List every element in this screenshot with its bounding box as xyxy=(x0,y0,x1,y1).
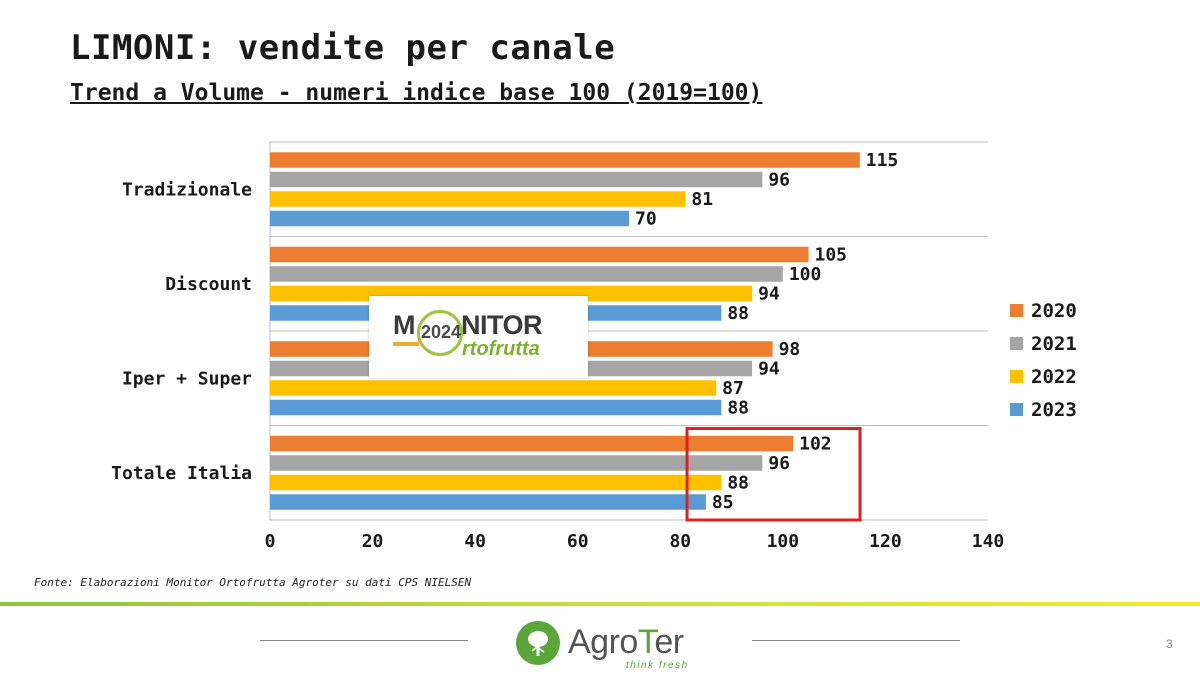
logo-stripe xyxy=(393,342,419,346)
data-label: 115 xyxy=(866,150,899,171)
legend-item: 2021 xyxy=(1010,327,1077,360)
legend-swatch xyxy=(1010,370,1023,383)
data-label: 87 xyxy=(722,378,744,399)
data-label: 88 xyxy=(727,398,749,419)
bar-2020 xyxy=(270,435,794,452)
bar-2021 xyxy=(270,171,763,188)
data-label: 85 xyxy=(712,492,734,513)
category-label: Totale Italia xyxy=(111,463,252,484)
x-tick-label: 40 xyxy=(464,531,486,552)
bar-2020 xyxy=(270,152,860,168)
data-label: 105 xyxy=(815,245,848,266)
source-note: Fonte: Elaborazioni Monitor Ortofrutta A… xyxy=(34,576,472,589)
category-label: Tradizionale xyxy=(122,179,252,200)
bar-2023 xyxy=(270,210,629,227)
data-label: 94 xyxy=(758,359,780,380)
highlight-box xyxy=(685,427,862,522)
x-tick-label: 0 xyxy=(265,531,276,552)
bar-2021 xyxy=(270,455,763,471)
x-tick-label: 120 xyxy=(869,531,902,552)
x-tick-label: 60 xyxy=(567,531,589,552)
data-label: 98 xyxy=(779,339,801,360)
agroter-tagline: think fresh xyxy=(626,660,689,671)
bar-2020 xyxy=(270,246,809,263)
page-subtitle: Trend a Volume - numeri indice base 100 … xyxy=(70,80,763,106)
legend-item: 2022 xyxy=(1010,360,1077,393)
x-tick-label: 20 xyxy=(362,531,384,552)
agroter-wordmark: AgroTer xyxy=(568,623,684,661)
bar-2022 xyxy=(270,380,717,396)
monitor-ortofrutta-logo: M NITOR 2024 rtofrutta xyxy=(369,296,588,378)
footer-line-right xyxy=(752,640,960,641)
logo-ortofrutta-text: rtofrutta xyxy=(462,338,540,360)
bar-2022 xyxy=(270,191,686,207)
page-title: LIMONI: vendite per canale xyxy=(70,28,616,68)
legend-label: 2022 xyxy=(1031,365,1077,388)
bar-2023 xyxy=(270,399,722,416)
legend-label: 2023 xyxy=(1031,398,1077,421)
x-tick-label: 140 xyxy=(972,531,1005,552)
category-label: Iper + Super xyxy=(122,368,252,389)
legend-item: 2020 xyxy=(1010,294,1077,327)
bar-2021 xyxy=(270,266,783,282)
data-label: 94 xyxy=(758,284,780,305)
data-label: 96 xyxy=(768,170,790,191)
logo-year: 2024 xyxy=(421,322,462,342)
legend-swatch xyxy=(1010,304,1023,317)
legend-item: 2023 xyxy=(1010,393,1077,426)
legend-swatch xyxy=(1010,403,1023,416)
bar-2022 xyxy=(270,474,722,491)
legend-label: 2021 xyxy=(1031,332,1077,355)
x-tick-label: 100 xyxy=(767,531,800,552)
chart-legend: 2020 2021 2022 2023 xyxy=(1010,294,1077,426)
data-label: 70 xyxy=(635,209,657,230)
category-label: Discount xyxy=(165,274,252,295)
legend-swatch xyxy=(1010,337,1023,350)
logo-monitor-text: M NITOR xyxy=(393,310,543,340)
data-label: 96 xyxy=(768,453,790,474)
data-label: 88 xyxy=(727,303,749,324)
footer-line-left xyxy=(260,640,468,641)
page-number: 3 xyxy=(1166,637,1173,651)
bar-chart: Tradizionale115968170Discount1051009488I… xyxy=(111,141,1005,552)
magnifier-icon xyxy=(417,310,463,356)
bar-2023 xyxy=(270,494,706,510)
data-label: 100 xyxy=(789,264,822,285)
footer-divider xyxy=(0,602,1200,606)
data-label: 102 xyxy=(799,434,832,455)
data-label: 88 xyxy=(727,473,749,494)
legend-label: 2020 xyxy=(1031,299,1077,322)
x-tick-label: 80 xyxy=(669,531,691,552)
data-label: 81 xyxy=(691,189,713,210)
tree-icon xyxy=(528,631,548,656)
